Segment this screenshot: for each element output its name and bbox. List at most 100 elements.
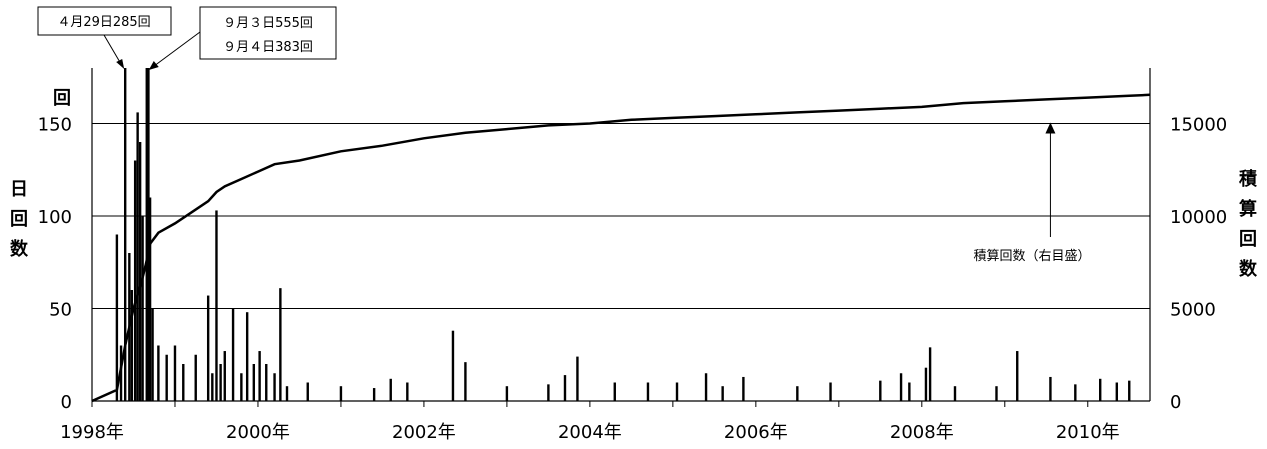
daily-count-bar (306, 382, 309, 401)
x-tick-label: 2004年 (558, 422, 622, 443)
daily-count-bar (675, 382, 679, 401)
left-y-tick-label: 150 (38, 115, 72, 136)
daily-count-bar (899, 373, 903, 401)
daily-count-bar (157, 345, 160, 401)
daily-count-bar (258, 351, 261, 401)
daily-count-bar (1128, 380, 1131, 401)
daily-count-bar (389, 378, 392, 401)
daily-count-bar (721, 386, 724, 401)
daily-count-bar (1074, 384, 1077, 401)
daily-count-bar (151, 308, 154, 401)
daily-count-bar (372, 388, 376, 401)
left-y-tick-labels: 0 50 100 150 (38, 115, 72, 414)
daily-count-bar (339, 386, 343, 401)
daily-count-bar (245, 312, 249, 401)
daily-count-bar (908, 382, 911, 401)
daily-count-bar (240, 373, 243, 401)
annotation-arrowhead (148, 61, 159, 70)
daily-count-bar (464, 362, 467, 401)
daily-count-bar (279, 288, 282, 401)
left-y-unit-label: 回 (53, 88, 71, 109)
annotation-arrow-line (152, 31, 201, 68)
right-y-tick-label: 5000 (1170, 300, 1216, 321)
daily-count-bar (879, 380, 882, 401)
daily-count-bar (1099, 378, 1102, 401)
daily-count-bar (206, 295, 210, 401)
annotation-arrowhead (116, 59, 125, 69)
axis-title-char: 数 (10, 238, 29, 260)
daily-count-bar (953, 386, 957, 401)
daily-count-bar (265, 364, 268, 401)
daily-count-bar (928, 347, 932, 401)
right-y-tick-label: 15000 (1170, 115, 1227, 136)
annotation-text: ９月４日383回 (223, 40, 313, 55)
axis-title-char: 回 (1239, 229, 1257, 250)
cumulative-count-line (91, 93, 1151, 403)
daily-count-bar (130, 290, 134, 401)
daily-count-bar (148, 197, 152, 401)
daily-count-bar (138, 142, 142, 401)
daily-count-bar (1115, 382, 1119, 401)
daily-count-bar (147, 68, 150, 401)
axes (91, 68, 1151, 407)
x-tick-label: 2008年 (890, 422, 954, 443)
axis-title-char: 算 (1239, 198, 1257, 220)
daily-count-bar (646, 382, 650, 401)
annotation-text: 積算回数（右目盛） (973, 249, 1090, 264)
x-tick-label: 2006年 (724, 422, 788, 443)
right-y-tick-label: 10000 (1170, 207, 1227, 228)
daily-count-bar (145, 68, 148, 401)
daily-count-bar (252, 364, 256, 401)
daily-count-bar (742, 376, 745, 401)
daily-count-bars (115, 68, 1131, 402)
left-y-tick-label: 0 (61, 392, 72, 413)
daily-count-bar (613, 382, 616, 401)
daily-count-bar (136, 112, 139, 402)
x-tick-label: 2002年 (392, 422, 456, 443)
axis-title-char: 数 (1239, 258, 1258, 280)
daily-count-bar (215, 210, 218, 401)
daily-count-bar (173, 345, 177, 401)
annotation-box (199, 6, 337, 60)
x-tick-label: 1998年 (60, 422, 124, 443)
left-y-tick-label: 100 (38, 207, 72, 228)
daily-count-bar (563, 375, 567, 401)
daily-count-bar (223, 351, 226, 401)
daily-count-bar (829, 382, 832, 401)
daily-count-bar (406, 382, 409, 401)
x-tick-label: 2010年 (1056, 422, 1120, 443)
left-y-axis-title: 日回数 (10, 179, 29, 260)
daily-count-bar (182, 364, 185, 401)
daily-count-bar (231, 308, 235, 401)
axis-title-char: 日 (10, 179, 28, 200)
daily-count-bar (133, 160, 137, 401)
daily-count-bar (547, 384, 550, 401)
right-y-tick-labels: 0 5000 10000 15000 (1170, 115, 1227, 414)
annotation-arrowhead (1045, 122, 1056, 134)
daily-count-bar (576, 356, 579, 401)
daily-count-bar (123, 68, 127, 401)
daily-count-bar (141, 216, 144, 401)
daily-count-bar (273, 373, 276, 401)
axis-title-char: 積 (1238, 168, 1258, 190)
daily-count-bar (1016, 351, 1019, 401)
daily-count-bar (505, 386, 509, 401)
right-y-axis-title: 積算回数 (1238, 168, 1258, 280)
daily-count-bar (451, 330, 455, 401)
daily-count-bar (194, 354, 197, 401)
daily-count-bar (995, 386, 998, 401)
right-y-tick-label: 0 (1170, 392, 1181, 413)
daily-count-bar (796, 386, 799, 401)
left-y-tick-label: 50 (49, 300, 72, 321)
x-tick-labels: 1998年 2000年 2002年 2004年 2006年 2008年 2010年 (60, 422, 1120, 443)
x-tick-label: 2000年 (226, 422, 290, 443)
daily-count-bar (1049, 376, 1052, 401)
daily-count-bar (285, 386, 289, 401)
daily-count-bar (924, 367, 928, 401)
daily-count-bar (115, 234, 119, 401)
gridlines (92, 123, 1150, 309)
annotation-text: ４月29日285回 (57, 15, 150, 30)
daily-count-bar (165, 354, 168, 401)
daily-count-bar (704, 373, 708, 401)
